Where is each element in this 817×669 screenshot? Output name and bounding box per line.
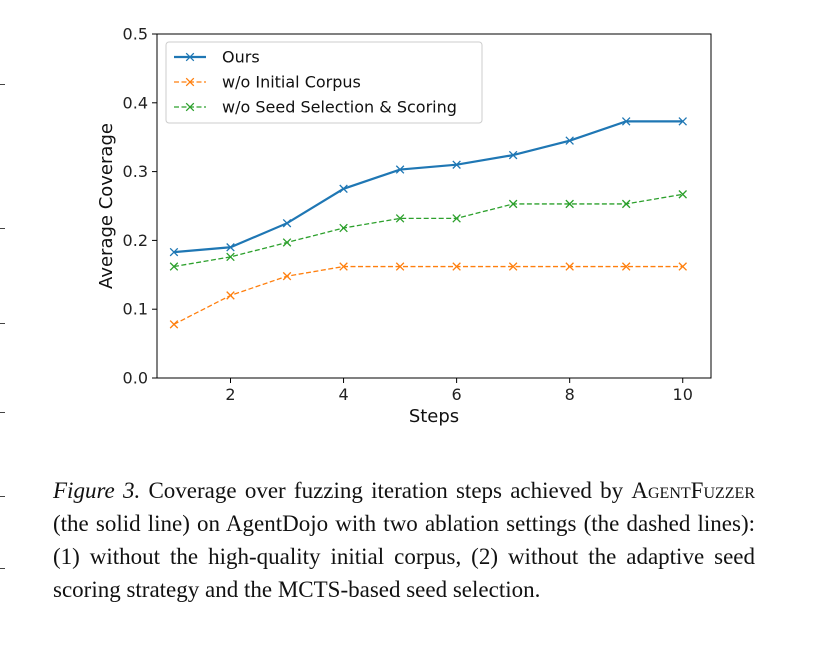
data-point-marker	[565, 262, 574, 271]
x-tick-label: 8	[565, 385, 575, 404]
data-point-marker	[226, 252, 235, 262]
data-point-marker	[395, 262, 405, 271]
data-point-marker	[508, 262, 518, 271]
data-point-marker	[395, 165, 405, 174]
legend: Ours w/o Initial Corpus w/o Seed Selection…	[165, 41, 483, 124]
figure-caption: Figure 3. Coverage over fuzzing iteratio…	[53, 474, 755, 606]
data-point-marker	[339, 262, 348, 271]
series-line	[173, 193, 683, 268]
series-line	[173, 120, 683, 254]
legend-label: w/o Initial Corpus	[222, 73, 361, 92]
y-tick-label: 0.3	[123, 162, 148, 181]
margin-tick	[0, 228, 5, 229]
data-point-marker	[621, 117, 631, 126]
margin-tick	[0, 84, 5, 85]
data-point-marker	[678, 117, 687, 126]
series-w-o-seed-selection-scoring	[169, 190, 687, 271]
series-layer	[169, 117, 687, 329]
margin-tick	[0, 323, 5, 324]
legend-box	[165, 41, 483, 124]
data-point-marker	[452, 214, 461, 223]
data-point-marker	[452, 160, 461, 169]
data-point-marker	[169, 320, 179, 329]
figure-label: Figure 3.	[53, 478, 141, 503]
caption-text-2: (the solid line) on AgentDojo with two a…	[53, 511, 755, 602]
x-tick-label: 10	[673, 385, 693, 404]
y-tick-label: 0.5	[123, 25, 148, 44]
data-point-marker	[226, 243, 235, 252]
y-tick-label: 0.2	[123, 231, 148, 250]
y-axis-title: Average Coverage	[96, 123, 117, 289]
legend-marker	[185, 52, 195, 62]
x-tick-label: 4	[338, 385, 348, 404]
data-point-marker	[678, 190, 687, 199]
data-point-marker	[621, 262, 631, 271]
series-w-o-initial-corpus	[169, 262, 687, 329]
data-point-marker	[452, 262, 461, 271]
legend-label: w/o Seed Selection & Scoring	[222, 98, 457, 117]
data-point-marker	[565, 136, 574, 145]
legend-marker	[185, 102, 195, 112]
data-point-marker	[169, 262, 179, 271]
system-name: AgentFuzzer	[631, 478, 755, 503]
x-axis-title: Steps	[409, 406, 459, 427]
caption-text-1: Coverage over fuzzing iteration steps ac…	[140, 478, 632, 503]
data-point-marker	[508, 150, 518, 160]
data-point-marker	[621, 199, 631, 209]
y-tick-label: 0.4	[123, 93, 148, 112]
data-point-marker	[282, 271, 292, 281]
margin-tick	[0, 496, 5, 497]
x-tick-label: 6	[452, 385, 462, 404]
legend-marker	[185, 77, 195, 87]
y-tick-label: 0.0	[123, 369, 148, 388]
data-point-marker	[339, 223, 348, 233]
data-point-marker	[678, 262, 687, 271]
x-tick-label: 2	[225, 385, 235, 404]
data-point-marker	[565, 199, 574, 209]
margin-tick	[0, 412, 5, 413]
data-point-marker	[282, 218, 292, 228]
data-point-marker	[226, 291, 235, 300]
data-point-marker	[169, 247, 179, 257]
margin-tick	[0, 568, 5, 569]
data-point-marker	[282, 238, 292, 247]
data-point-marker	[508, 199, 518, 209]
axes: 2 4 6 8 10 0.0 0.1 0.2 0.3 0.4 0.5	[123, 25, 712, 404]
plot-frame	[156, 33, 712, 379]
legend-label: Ours	[222, 48, 260, 67]
data-point-marker	[339, 184, 348, 194]
series-line	[173, 265, 683, 325]
line-chart: 2 4 6 8 10 0.0 0.1 0.2 0.3 0.4 0.5 Ours w/o Initial…	[96, 25, 712, 427]
data-point-marker	[395, 214, 405, 223]
series-ours	[169, 117, 687, 257]
y-tick-label: 0.1	[123, 300, 148, 319]
